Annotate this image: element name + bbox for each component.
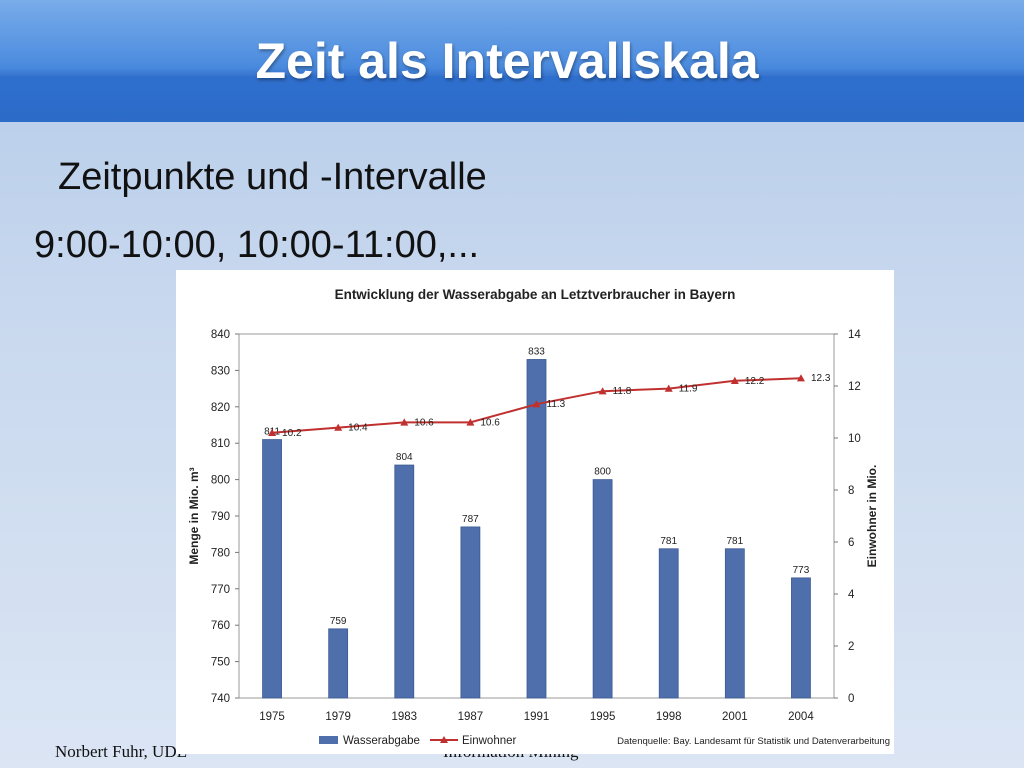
bar	[394, 464, 415, 699]
x-tick-label: 1995	[590, 711, 616, 723]
title-shine	[0, 0, 1024, 76]
line-point	[532, 400, 541, 408]
chart-container: Entwicklung der Wasserabgabe an Letztver…	[176, 270, 894, 754]
line-data-label: 11.8	[613, 386, 632, 397]
x-tick-label: 1979	[325, 711, 351, 723]
title-bar: Zeit als Intervallskala	[0, 0, 1024, 122]
line-point	[268, 428, 277, 436]
bar-data-label: 804	[396, 452, 413, 463]
bar	[791, 577, 811, 699]
y-left-tick-label: 800	[211, 475, 230, 487]
bar	[658, 548, 679, 699]
y-right-tick-label: 10	[848, 433, 861, 445]
line-point	[796, 374, 805, 382]
x-tick-label: 1987	[458, 711, 484, 723]
y-left-tick-label: 760	[211, 620, 230, 632]
y-left-tick-label: 820	[211, 402, 230, 414]
bar	[592, 479, 613, 699]
line-data-label: 10.2	[282, 428, 302, 439]
bar-data-label: 781	[726, 536, 743, 547]
bar-data-label: 773	[793, 565, 810, 576]
line-point	[466, 418, 475, 426]
chart-source-note: Datenquelle: Bay. Landesamt für Statisti…	[617, 736, 890, 747]
x-tick-label: 1983	[391, 711, 417, 723]
y-right-tick-label: 14	[848, 329, 861, 341]
slide-title: Zeit als Intervallskala	[255, 33, 759, 89]
y-axis-label: Menge in Mio. m³	[187, 467, 201, 564]
line-data-label: 11.3	[547, 399, 566, 410]
legend-line-marker	[440, 736, 448, 743]
line-point	[664, 384, 673, 392]
footer-author: Norbert Fuhr, UDE	[55, 742, 187, 761]
y-left-tick-label: 810	[211, 438, 230, 450]
x-tick-label: 1998	[656, 711, 682, 723]
bullet-text-2: 9:00-10:00, 10:00-11:00,...	[34, 224, 480, 266]
y-right-tick-label: 4	[848, 589, 855, 601]
bar	[460, 526, 481, 699]
bullet-item-1: Zeitpunkte und -Intervalle	[40, 156, 487, 199]
bar	[328, 628, 349, 699]
bullet-item-2: 9:00-10:00, 10:00-11:00,...	[32, 224, 479, 267]
y-left-tick-label: 840	[211, 329, 230, 341]
y-right-tick-label: 8	[848, 485, 854, 497]
line-data-label: 11.9	[679, 384, 698, 395]
bar-data-label: 759	[330, 616, 347, 627]
line-point	[400, 418, 409, 426]
chart-svg: Entwicklung der Wasserabgabe an Letztver…	[187, 287, 890, 747]
y-left-tick-label: 790	[211, 511, 230, 523]
y-left-tick-label: 750	[211, 657, 230, 669]
line-data-label: 10.6	[414, 417, 434, 428]
bar	[724, 548, 745, 699]
y-left-tick-label: 780	[211, 547, 230, 559]
y-left-tick-label: 740	[211, 693, 230, 705]
y-left-tick-label: 770	[211, 584, 230, 596]
line-data-label: 12.2	[745, 376, 765, 387]
bar-data-label: 800	[594, 467, 611, 478]
bar	[526, 359, 547, 699]
legend-bar-label: Wasserabgabe	[343, 735, 420, 747]
y-right-tick-label: 6	[848, 537, 854, 549]
legend-bar-swatch	[319, 736, 338, 744]
y-left-tick-label: 830	[211, 365, 230, 377]
line-point	[730, 376, 739, 384]
bar-data-label: 787	[462, 514, 479, 525]
line-point	[598, 387, 607, 395]
y-right-tick-label: 12	[848, 381, 861, 393]
x-tick-label: 2001	[722, 711, 748, 723]
x-tick-label: 2004	[788, 711, 814, 723]
legend-line-label: Einwohner	[462, 735, 517, 747]
bar-data-label: 833	[528, 346, 545, 357]
y-axis-right-label: Einwohner in Mio.	[865, 465, 879, 568]
chart-title: Entwicklung der Wasserabgabe an Letztver…	[335, 287, 736, 302]
line-data-label: 12.3	[811, 373, 831, 384]
line-point	[334, 423, 343, 431]
y-right-tick-label: 2	[848, 641, 854, 653]
bar-data-label: 781	[660, 536, 677, 547]
line-data-label: 10.4	[348, 423, 368, 434]
bullet-text-1: Zeitpunkte und -Intervalle	[58, 156, 487, 198]
bar	[262, 439, 282, 699]
x-tick-label: 1975	[259, 711, 285, 723]
y-right-tick-label: 0	[848, 693, 854, 705]
x-tick-label: 1991	[524, 711, 550, 723]
line-data-label: 10.6	[480, 417, 500, 428]
